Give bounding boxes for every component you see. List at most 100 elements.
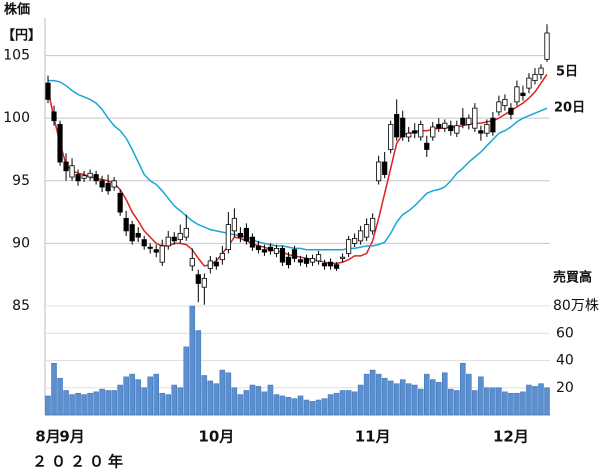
volume-bar [417,388,424,416]
volume-bar [111,390,117,416]
candle-body [255,245,262,251]
candle-body [291,249,298,259]
candle-body [448,125,454,132]
candle-body [189,258,195,267]
legend-label: 20日 [554,101,585,116]
candle-body [279,247,286,263]
volume-bar [249,384,256,416]
volume-bar [393,383,400,416]
volume-bar [159,392,166,416]
volume-bar [177,387,184,416]
candle-body [285,256,292,266]
candle-body [159,245,165,263]
year-label: ２０２０年 [32,453,127,471]
candle-body [327,261,334,267]
candle-body [237,232,243,238]
candle-body [141,239,147,247]
volume-bar [544,387,550,416]
candle-body [478,130,484,134]
volume-bar [448,388,454,416]
candle-body [406,132,412,138]
volume-bar [357,384,364,416]
volume-bar [387,380,394,416]
volume-bar [466,373,472,416]
volume-bar [411,384,418,416]
candle-body [243,227,249,242]
volume-bar [135,379,141,416]
candle-body [213,261,219,267]
candle-body [99,180,105,188]
candle-body [376,161,382,182]
volume-bar [514,392,520,416]
candle-body [454,125,460,134]
candle-body [346,239,352,254]
candle-body [388,124,394,150]
volume-bar [303,399,310,416]
volume-bar [399,379,406,416]
volume-bar [333,392,340,416]
candle-body [544,32,550,60]
y-tick-label: 90 [12,235,30,251]
candle-body [81,175,87,179]
candle-body [225,224,231,251]
volume-bar [429,379,436,416]
volume-bar [273,394,280,416]
volume-bar [279,395,286,416]
candle-body [207,260,213,269]
ma-line [47,73,548,267]
volume-bar [225,372,232,416]
candle-body [496,101,502,113]
candle-body [424,142,430,150]
candle-body [147,246,153,249]
legend-label: 5日 [556,65,578,80]
candle-body [472,107,478,129]
x-tick-label: 9月 [59,428,84,446]
candle-body [45,82,51,100]
candle-body [352,237,358,244]
volume-bar [45,395,51,416]
candle-body [69,165,75,178]
candle-body [538,67,544,75]
candle-body [183,227,189,238]
volume-bar [195,330,202,416]
y2-tick-label: 20 [556,380,574,396]
volume-bar [201,375,208,416]
volume-bar [478,376,484,416]
candle-body [436,124,442,129]
candle-body [358,230,364,242]
volume-bar [339,390,346,416]
candle-body [382,161,388,175]
volume-bar [321,398,328,416]
volume-bar [93,391,99,416]
y-axis-label: 株価 [4,2,30,18]
candle-body [412,130,418,134]
volume-bar [327,394,334,416]
volume-bar [141,387,147,416]
candle-body [165,236,171,247]
candle-body [93,174,99,182]
volume-bar [267,384,274,416]
y2-tick-label: 60 [556,325,574,341]
volume-bar [153,373,159,416]
candle-body [123,217,129,232]
candle-body [153,249,159,253]
candle-body [267,246,274,252]
volume-bar [105,390,111,416]
volume-bar [363,373,370,416]
volume-bar [117,384,123,416]
volume-bar [405,383,412,416]
candle-body [339,256,346,259]
volume-bar [484,387,490,416]
volume-bar [261,391,268,416]
candle-body [430,126,436,138]
volume-bar [285,397,292,416]
volume-bar [69,394,75,416]
candle-body [249,236,256,248]
volume-bar [123,376,129,416]
y-axis-unit: 【円】 [2,28,41,44]
volume-bar [129,373,135,416]
volume-bar [147,376,153,416]
volume-bar [309,401,316,416]
candle-body [502,98,508,107]
